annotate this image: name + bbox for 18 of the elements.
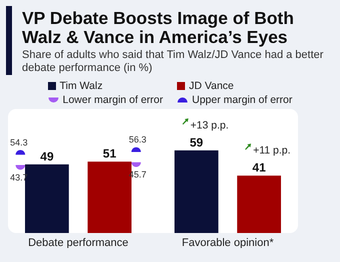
text: Lower margin of error bbox=[62, 94, 163, 106]
data-label: 59 bbox=[190, 135, 204, 150]
data-label: 41 bbox=[252, 160, 266, 175]
text: 54.3 bbox=[10, 137, 28, 148]
annotation: +11 p.p. bbox=[253, 144, 291, 157]
bar bbox=[237, 176, 281, 233]
text: 56.3 bbox=[128, 134, 146, 145]
chart-title: VP Debate Boosts Image of Both Walz & Vance in America’s Eyes bbox=[22, 8, 295, 47]
chart-subtitle: Share of adults who said that Tim Walz/JD Vance had a better debate performance (in %) bbox=[22, 49, 324, 75]
data-label: 51 bbox=[102, 146, 117, 161]
text: Upper margin of error bbox=[192, 94, 292, 106]
bar bbox=[174, 150, 218, 233]
x-tick-label: Debate performance bbox=[28, 237, 128, 249]
data-label: 49 bbox=[40, 149, 54, 164]
x-tick-label: Favorable opinion* bbox=[182, 237, 274, 249]
legend-label: Tim Walz bbox=[60, 80, 103, 92]
legend-label: JD Vance bbox=[189, 80, 234, 92]
text: +13 p.p. bbox=[190, 119, 229, 132]
